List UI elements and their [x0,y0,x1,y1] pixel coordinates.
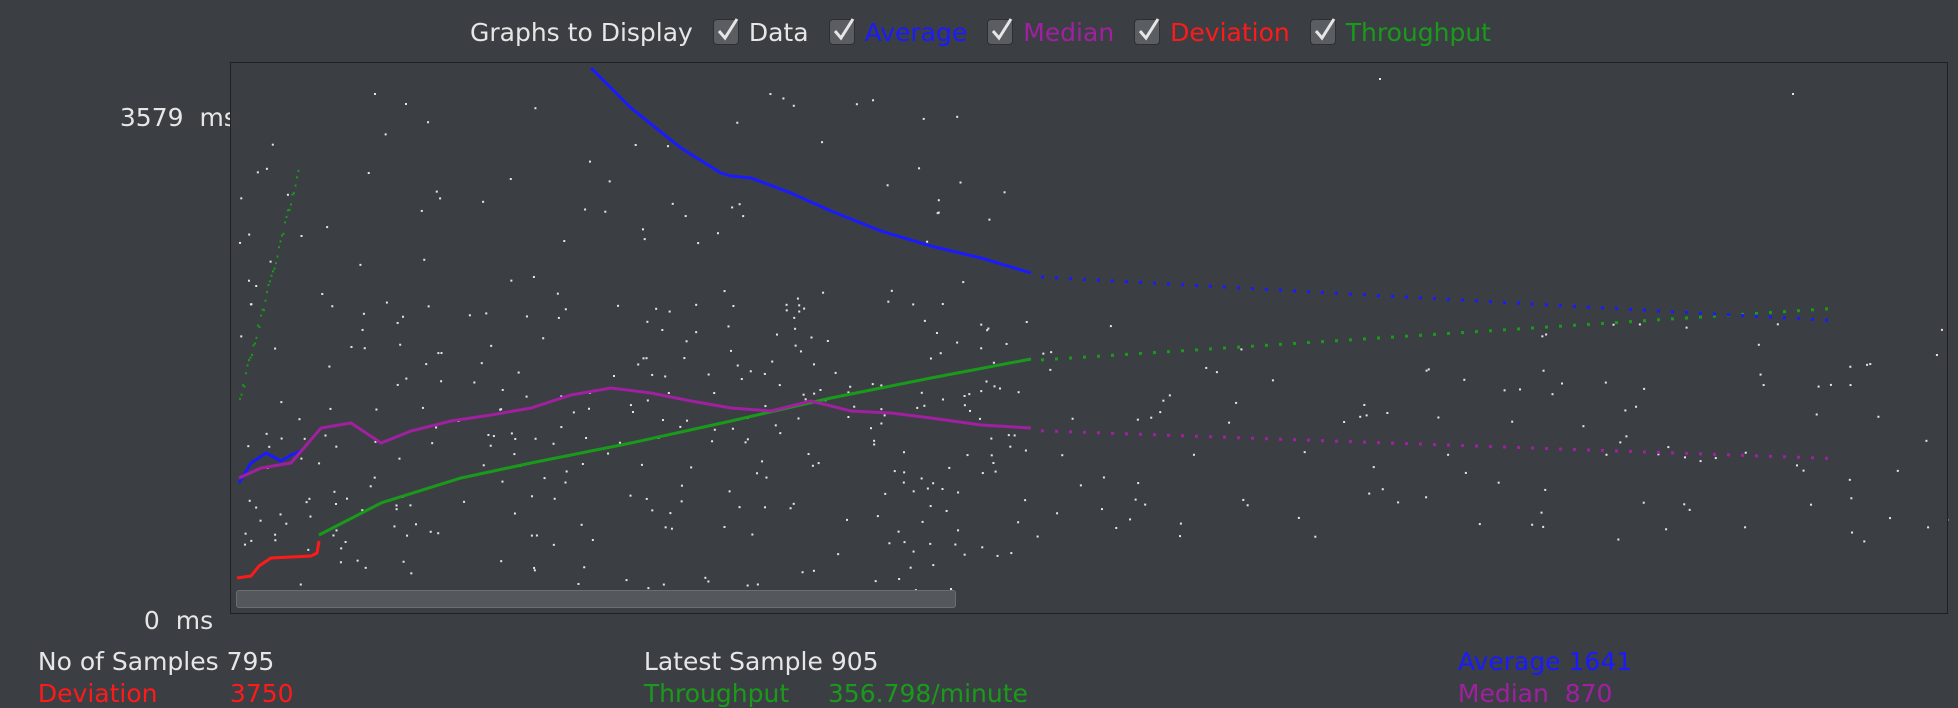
median-line [239,388,1031,478]
stat-deviation-label: Deviation [38,679,230,708]
checkbox-deviation[interactable] [1134,19,1160,45]
graph-area [230,62,1948,614]
checkbox-throughput[interactable] [1310,19,1336,45]
throughput-spike [239,170,300,400]
graph-scrollbar[interactable] [236,590,956,608]
toggle-deviation[interactable]: Deviation [1134,18,1290,47]
legend-label-deviation: Deviation [1170,18,1290,47]
throughput-dots [1041,307,1828,361]
graph-canvas [231,63,1949,615]
checkbox-average[interactable] [829,19,855,45]
y-axis-max-value: 3579 [120,103,184,132]
stat-deviation-value: 3750 [230,679,294,708]
graphs-to-display-legend: Graphs to Display Data Average Median De… [470,14,1499,50]
stat-median-value: 870 [1565,679,1613,708]
toggle-average[interactable]: Average [829,18,968,47]
deviation-line [237,541,319,578]
stat-throughput-value: 356.798/minute [828,679,1028,708]
toggle-throughput[interactable]: Throughput [1310,18,1491,47]
stat-median: Median 870 [1442,650,1612,708]
legend-label-throughput: Throughput [1346,18,1491,47]
stat-median-label: Median [1458,679,1549,708]
average-line [591,68,1031,273]
stat-throughput-label: Throughput [644,679,828,708]
median-dots [1041,429,1828,459]
data-points [239,78,1949,591]
checkbox-data[interactable] [713,19,739,45]
throughput-line [319,359,1031,535]
average-dots [1041,276,1828,322]
legend-title: Graphs to Display [470,18,693,47]
legend-label-data: Data [749,18,809,47]
toggle-data[interactable]: Data [713,18,809,47]
y-axis-max-label: 3579 ms [104,74,237,132]
toggle-median[interactable]: Median [987,18,1114,47]
legend-label-average: Average [865,18,968,47]
legend-label-median: Median [1023,18,1114,47]
checkbox-median[interactable] [987,19,1013,45]
